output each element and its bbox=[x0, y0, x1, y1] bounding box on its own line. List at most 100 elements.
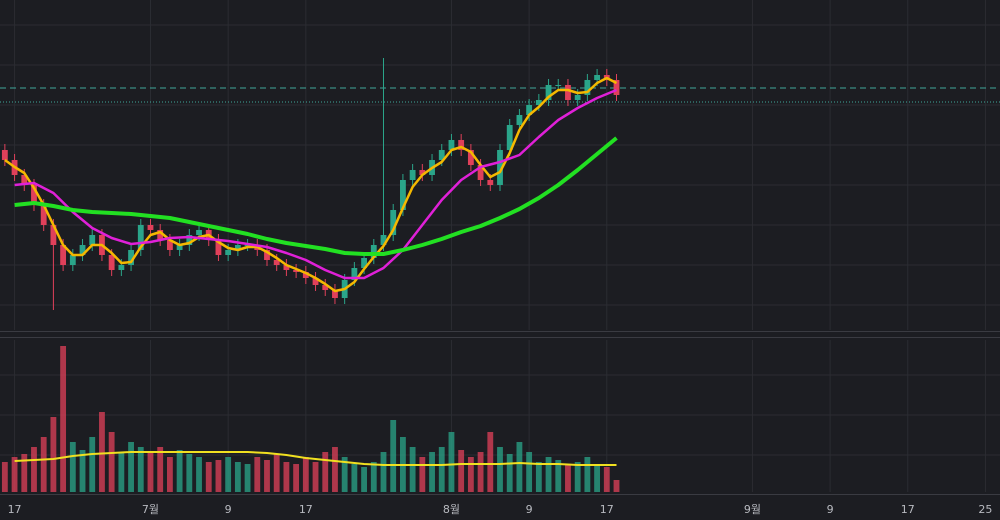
volume-bar bbox=[264, 460, 270, 492]
volume-bar bbox=[40, 437, 47, 492]
candle-body bbox=[497, 150, 503, 185]
candle-body bbox=[273, 260, 280, 265]
candle-body bbox=[487, 180, 494, 185]
x-tick-label: 9 bbox=[526, 503, 533, 516]
candle-body bbox=[565, 85, 571, 100]
candle-body bbox=[31, 185, 37, 205]
volume-bar bbox=[157, 447, 164, 492]
volume-bar bbox=[166, 457, 173, 492]
volume-bar bbox=[380, 452, 387, 492]
candle-body bbox=[283, 265, 290, 270]
volume-bar bbox=[341, 457, 348, 492]
volume-bar bbox=[555, 460, 562, 492]
x-tick-label: 17 bbox=[8, 503, 22, 516]
candle-body bbox=[196, 230, 202, 235]
candle-body bbox=[361, 258, 367, 268]
volume-bar bbox=[196, 457, 202, 492]
volume-bar bbox=[390, 420, 397, 492]
volume-bar bbox=[467, 457, 474, 492]
candle-body bbox=[40, 205, 47, 225]
candle-body bbox=[526, 105, 533, 115]
candle-body bbox=[176, 245, 183, 250]
volume-bar bbox=[302, 457, 309, 492]
candle-body bbox=[89, 235, 96, 245]
candle-body bbox=[370, 245, 377, 258]
candle-body bbox=[419, 170, 426, 175]
volume-bar bbox=[205, 462, 212, 492]
volume-bar bbox=[186, 454, 193, 492]
volume-bar bbox=[351, 464, 358, 492]
volume-bar bbox=[545, 457, 552, 492]
volume-bar bbox=[283, 462, 290, 492]
candle-body bbox=[409, 170, 416, 180]
volume-bar bbox=[215, 460, 222, 492]
candle-body bbox=[545, 85, 552, 100]
volume-bar bbox=[312, 462, 319, 492]
volume-bar bbox=[535, 462, 542, 492]
x-tick-label: 9 bbox=[827, 503, 834, 516]
candle-body bbox=[438, 150, 445, 160]
volume-bar bbox=[147, 452, 154, 492]
volume-bar bbox=[273, 454, 280, 492]
candle-body bbox=[234, 245, 241, 250]
candle-body bbox=[584, 80, 591, 95]
volume-bar bbox=[458, 450, 465, 492]
candle-body bbox=[21, 175, 28, 185]
volume-bar bbox=[322, 452, 329, 492]
moving-average bbox=[4, 76, 618, 293]
candle-body bbox=[215, 240, 222, 255]
x-tick-label: 17 bbox=[901, 503, 915, 516]
candle-body bbox=[516, 115, 523, 125]
volume-bar bbox=[118, 452, 125, 492]
candle-body bbox=[157, 230, 164, 240]
volume-bar bbox=[234, 462, 241, 492]
x-tick-label: 8월 bbox=[443, 503, 460, 516]
candle-body bbox=[574, 95, 581, 100]
volume-bar bbox=[293, 464, 300, 492]
volume-bar bbox=[497, 447, 503, 492]
volume-bar bbox=[584, 457, 591, 492]
volume-bar bbox=[370, 462, 377, 492]
candle-body bbox=[244, 245, 251, 246]
volume-bar bbox=[526, 452, 533, 492]
volume-bar bbox=[574, 462, 581, 492]
volume-bar bbox=[11, 457, 18, 492]
candle-body bbox=[108, 255, 115, 270]
candle-body bbox=[147, 225, 154, 230]
x-tick-label: 17 bbox=[600, 503, 614, 516]
candle-body bbox=[448, 140, 455, 150]
volume-bar bbox=[79, 450, 86, 492]
candle-body bbox=[351, 268, 358, 280]
volume-bar bbox=[254, 457, 261, 492]
volume-bar bbox=[477, 452, 484, 492]
candle-body bbox=[613, 80, 620, 95]
candle-body bbox=[555, 85, 562, 86]
volume-bar bbox=[565, 464, 571, 492]
volume-bar bbox=[409, 447, 416, 492]
volume-bar bbox=[21, 454, 28, 492]
candle-body bbox=[166, 240, 173, 250]
volume-bar bbox=[332, 447, 338, 492]
volume-bar bbox=[89, 437, 96, 492]
volume-bar bbox=[225, 457, 232, 492]
candle-body bbox=[264, 250, 270, 260]
candle-body bbox=[186, 235, 193, 245]
volume-bar bbox=[594, 464, 600, 492]
candle-body bbox=[380, 235, 387, 245]
moving-average bbox=[14, 136, 618, 256]
volume-bar bbox=[50, 417, 57, 492]
volume-average bbox=[14, 451, 617, 466]
candle-body bbox=[137, 225, 144, 250]
volume-bar bbox=[244, 464, 251, 492]
candle-body bbox=[50, 225, 57, 245]
volume-bar bbox=[31, 447, 37, 492]
volume-bar bbox=[60, 346, 67, 492]
candle-body bbox=[79, 245, 86, 255]
candle-body bbox=[594, 75, 600, 80]
volume-bar bbox=[99, 412, 105, 492]
candle-body bbox=[477, 165, 484, 180]
candle-body bbox=[118, 265, 125, 270]
candle-body bbox=[390, 210, 397, 235]
x-tick-label: 9 bbox=[225, 503, 232, 516]
